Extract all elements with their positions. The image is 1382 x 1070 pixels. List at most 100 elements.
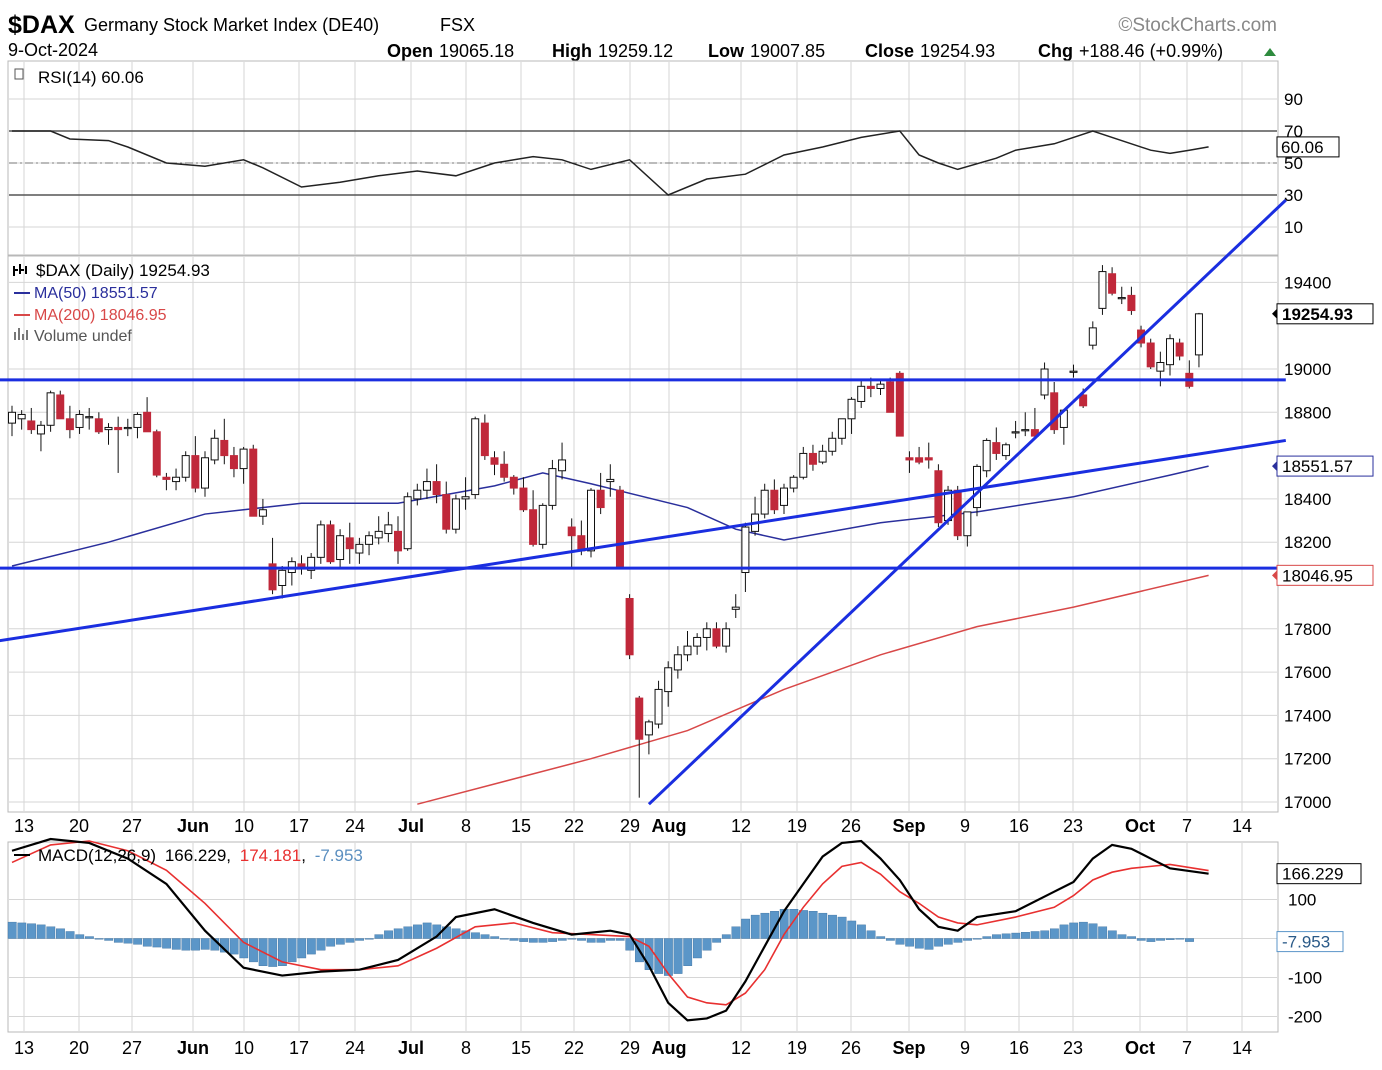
macd-histogram-bar xyxy=(577,938,586,941)
price-tick-label: 17800 xyxy=(1284,620,1331,639)
macd-histogram-bar xyxy=(36,924,46,939)
x-tick-label: 19 xyxy=(787,1038,807,1058)
candle-down xyxy=(152,431,161,476)
candle-down xyxy=(886,381,895,413)
candle-up xyxy=(374,530,383,539)
macd-histogram-bar xyxy=(171,938,181,950)
macd-histogram-bar xyxy=(306,938,316,955)
macd-histogram-bar xyxy=(1088,923,1098,939)
macd-histogram-bar xyxy=(818,912,828,939)
candle-up xyxy=(258,509,267,517)
candle-up xyxy=(982,439,991,472)
macd-histogram-bar xyxy=(586,938,596,943)
macd-legend-prefix: MACD(12,26,9) 166.229, 174.181, -7.953 xyxy=(38,846,363,865)
x-tick-label: Jul xyxy=(398,1038,424,1058)
steep-trendline xyxy=(647,199,1287,806)
candle-down xyxy=(56,394,65,420)
macd-histogram-bar xyxy=(567,938,577,940)
rsi-layer xyxy=(9,130,1277,196)
candle-down xyxy=(1079,394,1088,407)
candle-up xyxy=(181,455,190,478)
candle-up xyxy=(365,535,374,545)
x-tick-label: 17 xyxy=(289,816,309,836)
candle-down xyxy=(143,411,152,433)
price-tick-label: 18800 xyxy=(1284,403,1331,422)
macd-histogram-bar xyxy=(799,910,808,939)
candle-up xyxy=(837,418,846,439)
candle-up xyxy=(731,606,740,610)
x-tick-label: 12 xyxy=(731,1038,751,1058)
x-tick-label: 24 xyxy=(345,1038,365,1058)
macd-histogram-bar xyxy=(471,932,480,939)
candle-down xyxy=(114,426,123,431)
candle-up xyxy=(1040,368,1049,396)
x-tick-label: 9 xyxy=(960,816,970,836)
candle-up xyxy=(461,496,470,500)
macd-histogram-bar xyxy=(1059,924,1069,939)
macd-histogram-bar xyxy=(191,938,200,951)
macd-histogram-bar xyxy=(741,918,751,939)
x-tick-label: 14 xyxy=(1232,1038,1252,1058)
macd-histogram-bar xyxy=(760,912,770,939)
macd-histogram-bar xyxy=(673,938,683,974)
candle-up xyxy=(278,569,287,586)
macd-histogram-bar xyxy=(1185,938,1194,942)
x-tick-label: 13 xyxy=(14,816,34,836)
macd-histogram-bar xyxy=(46,926,56,939)
macd-histogram-bar xyxy=(1146,938,1156,942)
x-tick-label: 22 xyxy=(564,1038,584,1058)
macd-histogram-bar xyxy=(287,938,297,963)
candle-up xyxy=(307,556,316,571)
price-tick-label: 18200 xyxy=(1284,533,1331,552)
x-tick-label: Oct xyxy=(1125,816,1155,836)
price-tick-label: 18400 xyxy=(1284,490,1331,509)
rsi-tick-label: 10 xyxy=(1284,218,1303,237)
up-triangle-icon xyxy=(1264,48,1276,56)
candle-up xyxy=(133,413,142,428)
macd-histogram-bar xyxy=(1098,926,1108,939)
macd-tick-label: 100 xyxy=(1288,891,1316,910)
ma50-pointer xyxy=(1272,461,1277,472)
x-tick-label: Jun xyxy=(177,1038,209,1058)
macd-histogram-bar xyxy=(519,938,529,942)
candle-up xyxy=(422,481,431,491)
x-tick-label: Jun xyxy=(177,816,209,836)
price-tick-label: 19000 xyxy=(1284,360,1331,379)
chart-date: 9-Oct-2024 xyxy=(8,40,98,60)
macd-histogram-bar xyxy=(27,923,36,939)
candle-up xyxy=(1117,297,1126,300)
macd-histogram-bar xyxy=(943,938,953,945)
macd-histogram-bar xyxy=(808,911,818,939)
rsi-tick-label: 50 xyxy=(1284,154,1303,173)
close-pointer xyxy=(1272,308,1277,319)
ma50-legend-text: MA(50) 18551.57 xyxy=(34,285,158,302)
rsi-legend: RSI(14) 60.06 xyxy=(14,68,144,87)
macd-legend-macd: 166.229 xyxy=(165,846,226,865)
watermark: ©StockCharts.com xyxy=(1118,15,1277,36)
macd-histogram-bar xyxy=(934,938,944,947)
x-tick-label: 8 xyxy=(461,1038,471,1058)
x-tick-label: 17 xyxy=(289,1038,309,1058)
macd-histogram-bar xyxy=(538,938,548,943)
x-tick-label: 24 xyxy=(345,816,365,836)
candle-down xyxy=(992,442,1001,454)
macd-histogram-bar xyxy=(914,938,924,949)
macd-histogram-bar xyxy=(123,938,133,944)
x-tick-label: Aug xyxy=(652,816,687,836)
x-tick-label: 27 xyxy=(122,1038,142,1058)
ohlc-close: Close 19254.93 xyxy=(865,41,995,61)
macd-histogram-bar xyxy=(876,936,886,939)
candle-down xyxy=(615,489,624,569)
macd-histogram-bar xyxy=(403,926,413,939)
candle-down xyxy=(808,452,817,465)
macd-histogram-bar xyxy=(528,938,538,943)
candle-up xyxy=(606,478,615,483)
macd-histogram-bar xyxy=(229,938,239,955)
ma50-text: 18551.57 xyxy=(1282,457,1353,476)
x-tick-label: 23 xyxy=(1063,816,1083,836)
candle-down xyxy=(625,597,634,656)
candle-down xyxy=(229,455,238,470)
candle-up xyxy=(789,476,798,489)
rsi-value-tag xyxy=(1276,136,1340,158)
candle-down xyxy=(442,494,451,530)
